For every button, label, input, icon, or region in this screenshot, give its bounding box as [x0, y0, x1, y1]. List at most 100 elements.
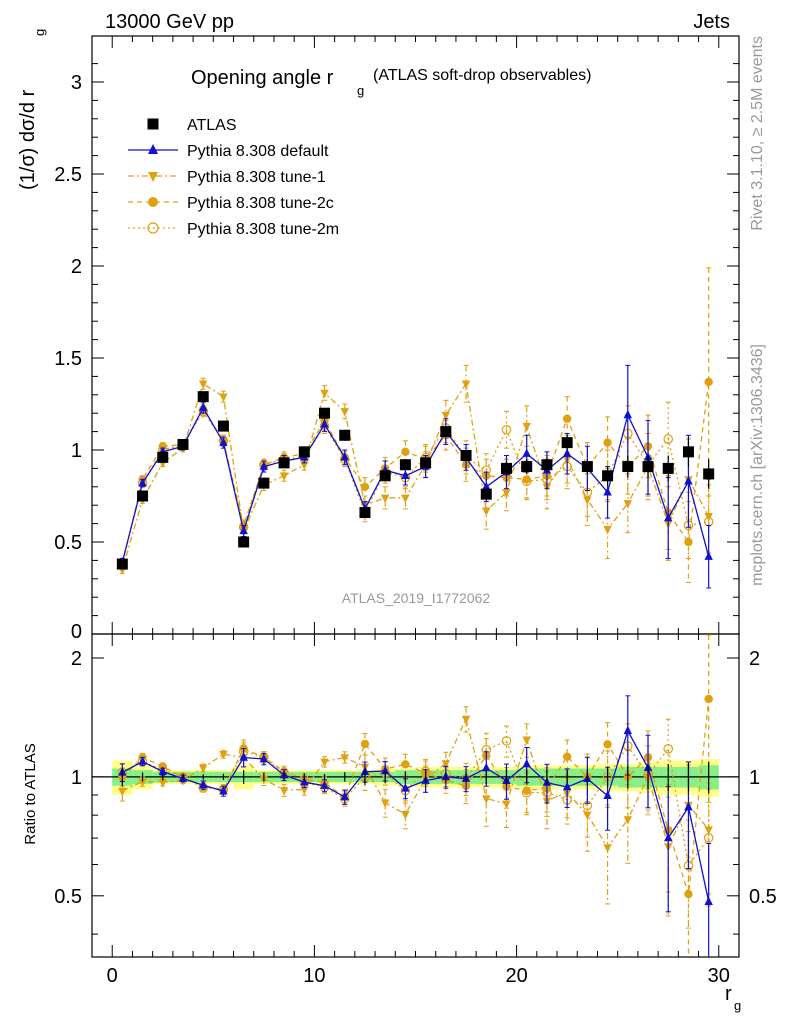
legend-label: Pythia 8.308 tune-1 [187, 169, 326, 186]
legend-item: ATLAS [147, 117, 237, 134]
chart-title-main: Opening angle r [191, 67, 334, 89]
data-point [583, 811, 592, 820]
data-point [199, 402, 208, 411]
data-point [581, 461, 593, 473]
data-point [482, 762, 491, 772]
data-point [320, 758, 329, 768]
data-point [623, 725, 632, 735]
tick-label: 0.5 [54, 532, 82, 554]
data-point [684, 889, 693, 899]
data-point [401, 783, 410, 792]
data-point [339, 429, 351, 441]
series-atlas [116, 391, 715, 570]
tick-label: 2 [71, 256, 82, 278]
data-point [340, 408, 349, 417]
data-point [401, 494, 410, 504]
category-label: Jets [693, 11, 730, 33]
data-point [704, 513, 713, 522]
data-point [219, 393, 228, 402]
data-point [138, 756, 147, 765]
legend-marker [148, 172, 158, 182]
data-point [541, 459, 553, 471]
data-point [502, 489, 511, 498]
data-point [360, 739, 370, 749]
data-point [522, 786, 531, 795]
data-point [380, 765, 390, 775]
tick-label: 0 [107, 965, 118, 987]
data-point [278, 457, 290, 469]
series-line [121, 410, 709, 563]
data-point [137, 490, 149, 502]
data-point [340, 791, 349, 801]
data-point [259, 753, 269, 763]
data-point [603, 487, 612, 496]
legend-marker [147, 118, 159, 130]
data-point [219, 785, 228, 795]
ratio-uncertainty-band [92, 758, 739, 797]
data-point [320, 389, 329, 399]
data-point [177, 438, 189, 450]
legend-item: Pythia 8.308 tune-2c [128, 195, 334, 212]
data-point [522, 448, 531, 457]
data-point [522, 422, 531, 432]
ratio-series-pythia-8-308-tune-2c [118, 634, 713, 957]
data-point [219, 437, 228, 446]
data-point [300, 786, 309, 795]
series-line [122, 716, 710, 849]
tick-label: 2 [71, 648, 82, 670]
series-line [121, 740, 710, 868]
data-point [379, 470, 391, 482]
data-point [116, 558, 128, 570]
data-point [420, 457, 432, 469]
legend-marker [147, 222, 159, 234]
data-point [663, 744, 674, 754]
x-axis-label: r g [725, 983, 741, 1013]
y-axis-label-main-text: (1/σ) dσ/d r [17, 89, 39, 190]
data-point [561, 437, 573, 449]
data-point [238, 536, 250, 548]
data-point [401, 447, 410, 457]
data-point [480, 488, 492, 500]
analysis-name: ATLAS_2019_I1772062 [342, 590, 491, 606]
tick-label: 1 [71, 767, 82, 789]
tick-label: 2.5 [54, 164, 82, 186]
series-line [121, 729, 710, 902]
data-point [682, 446, 694, 458]
data-point [360, 482, 370, 491]
data-point [300, 776, 309, 786]
data-point [259, 461, 269, 470]
tick-label: 30 [708, 965, 730, 987]
legend: ATLAS Pythia 8.308 default Pythia 8.308 tu… [128, 117, 339, 238]
data-point [460, 450, 472, 462]
data-point [583, 496, 592, 505]
data-point [703, 468, 715, 480]
legend-label: Pythia 8.308 tune-2m [187, 221, 339, 238]
data-point [521, 461, 533, 473]
tick-label: 1 [71, 440, 82, 462]
data-point [320, 780, 329, 789]
data-point [219, 750, 228, 760]
data-point [239, 525, 248, 535]
data-point [441, 411, 451, 421]
series-line [121, 406, 710, 563]
data-point [664, 832, 673, 842]
data-point [217, 420, 229, 432]
data-point [562, 752, 572, 761]
data-point [158, 766, 167, 775]
data-point [380, 494, 390, 504]
legend-marker [148, 144, 158, 154]
legend-label: Pythia 8.308 default [187, 143, 329, 160]
x-axis-label-text: r [725, 983, 732, 1005]
data-point [522, 736, 531, 745]
series-pythia-8-308-tune-2m [117, 401, 714, 568]
data-point [501, 736, 512, 746]
data-point [603, 844, 612, 853]
data-point [704, 896, 713, 906]
data-point [603, 790, 612, 800]
data-point [522, 475, 531, 484]
legend-marker [148, 197, 158, 207]
y-axis-label-main: (1/σ) dσ/d r g [17, 29, 47, 190]
energy-label: 13000 GeV pp [105, 11, 234, 33]
